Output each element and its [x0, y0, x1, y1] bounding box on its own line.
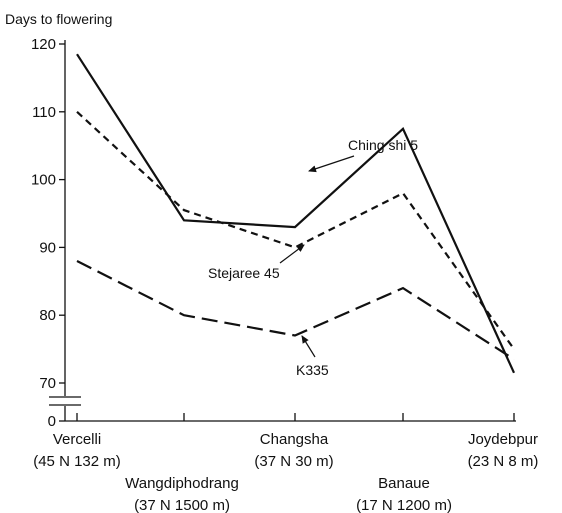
annotation-arrow: [279, 244, 305, 264]
y-tick-label: 120: [31, 36, 56, 53]
y-tick-label: 70: [39, 375, 56, 392]
category-label-banaue: Banaue (17 N 1200 m): [356, 475, 452, 513]
category-name: Joydebpur: [468, 431, 538, 448]
x-ticks: [76, 413, 515, 421]
category-coords: (17 N 1200 m): [356, 497, 452, 513]
y-tick-label: 100: [31, 172, 56, 189]
y-axis-title: Days to flowering: [5, 11, 112, 27]
series-line-2: [76, 110, 515, 350]
category-coords: (45 N 132 m): [33, 453, 121, 470]
annotation-label: Ching shi 5: [348, 137, 418, 153]
annotation-arrow: [301, 335, 316, 358]
category-coords: (37 N 1500 m): [134, 497, 230, 513]
category-label-joydebpur: Joydebpur (23 N 8 m): [468, 431, 539, 470]
y-tick-label: 110: [32, 104, 56, 121]
category-label-changsha: Changsha (37 N 30 m): [254, 431, 333, 470]
category-coords: (23 N 8 m): [468, 453, 539, 470]
series-line-3: [76, 260, 515, 361]
category-label-vercelli: Vercelli (45 N 132 m): [33, 431, 121, 470]
series-line-1: [76, 53, 516, 374]
annotation-label: K335: [296, 362, 329, 378]
annotations: Ching shi 5 Stejaree 45 K335: [208, 137, 418, 378]
category-coords: (37 N 30 m): [254, 453, 333, 470]
category-name: Changsha: [260, 431, 329, 448]
y-tick-label: 90: [39, 239, 56, 256]
category-label-wangdiphodrang: Wangdiphodrang (37 N 1500 m): [125, 475, 239, 513]
category-name: Vercelli: [53, 431, 101, 448]
y-tick-label: 0: [48, 413, 56, 430]
annotation-label: Stejaree 45: [208, 265, 280, 281]
category-name: Banaue: [378, 475, 430, 492]
category-name: Wangdiphodrang: [125, 475, 239, 492]
axes: [49, 40, 516, 422]
series-group: [76, 53, 516, 374]
annotation-arrow: [308, 155, 355, 173]
y-tick-label: 80: [39, 307, 56, 324]
category-labels: Vercelli (45 N 132 m)Wangdiphodrang (37 N …: [33, 431, 538, 513]
y-ticks: 0 70 80 90 100 110 120: [31, 36, 65, 430]
